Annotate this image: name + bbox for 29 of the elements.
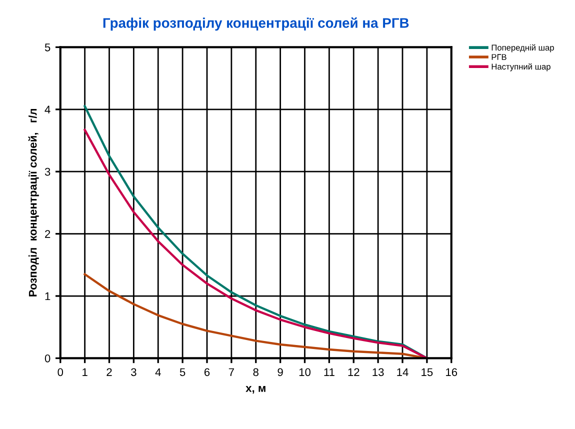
- x-tick-label: 6: [204, 368, 210, 376]
- x-tick-label: 11: [324, 368, 334, 376]
- x-tick-label: 1: [82, 368, 88, 376]
- y-tick-label: 1: [45, 292, 50, 300]
- legend-label: Наступний шар: [492, 63, 550, 72]
- x-tick-label: 12: [348, 368, 360, 376]
- x-tick-label: 0: [58, 368, 64, 376]
- x-tick-label: 16: [446, 368, 458, 376]
- y-tick-label: 5: [44, 44, 50, 52]
- x-tick-label: 13: [372, 368, 384, 376]
- x-tick-label: 14: [397, 368, 408, 376]
- x-axis-title: x, м: [246, 386, 266, 394]
- y-tick-label: 2: [45, 230, 50, 238]
- y-tick-label: 3: [44, 168, 50, 176]
- legend-label: Попередній шар: [492, 44, 554, 52]
- x-tick-label: 5: [180, 368, 186, 376]
- y-axis-title: Розподіл концентрації солей, г/л: [28, 109, 39, 296]
- x-tick-label: 8: [253, 368, 258, 376]
- y-tick-label: 0: [44, 354, 50, 362]
- x-tick-label: 4: [155, 368, 161, 376]
- chart-title: Графік розподілу концентрації солей на РГВ: [103, 17, 409, 31]
- y-tick-label: 4: [44, 106, 50, 114]
- x-tick-label: 2: [106, 368, 112, 376]
- x-tick-label: 7: [228, 368, 234, 376]
- x-tick-label: 10: [299, 368, 310, 376]
- x-tick-label: 9: [278, 368, 283, 376]
- x-tick-label: 15: [422, 368, 433, 376]
- legend-label: РГВ: [492, 54, 506, 60]
- x-tick-label: 3: [131, 368, 136, 376]
